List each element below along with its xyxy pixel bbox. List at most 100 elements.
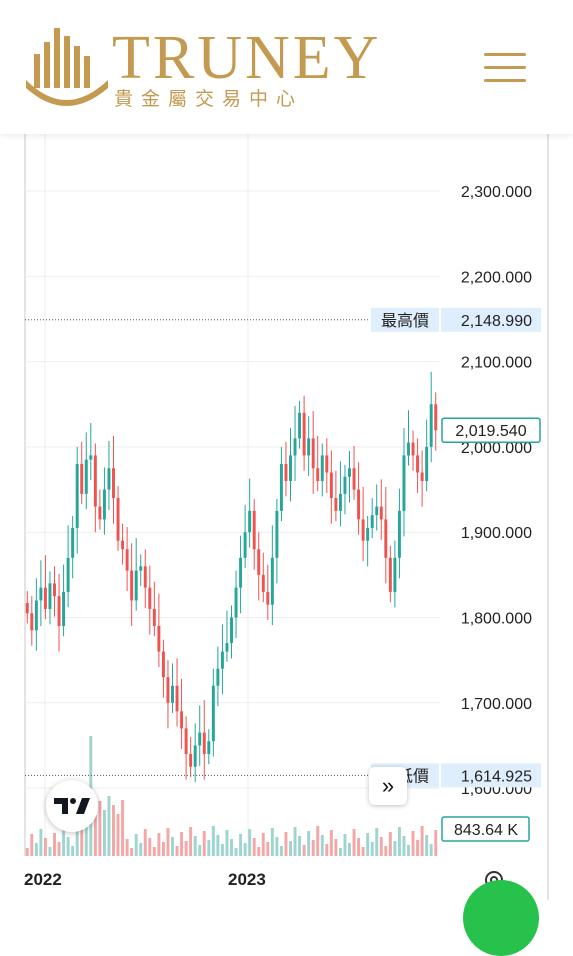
candle-body bbox=[211, 685, 215, 742]
candle-body bbox=[66, 557, 70, 592]
candlestick-chart[interactable]: 2,300.000 2,200.000 2,100.000 2,000.000 1,90… bbox=[0, 134, 573, 900]
candle-body bbox=[48, 583, 52, 609]
candle-body bbox=[384, 519, 388, 558]
volume-bar bbox=[166, 828, 170, 856]
candle-body bbox=[279, 463, 283, 511]
volume-bar bbox=[121, 800, 125, 856]
candle-body bbox=[193, 745, 197, 767]
candle-body bbox=[71, 527, 75, 558]
candle-body bbox=[80, 463, 84, 494]
candle-body bbox=[348, 468, 351, 477]
volume-bar bbox=[261, 833, 265, 856]
candle-body bbox=[307, 438, 311, 456]
candle-body bbox=[207, 741, 211, 754]
last-price-box bbox=[441, 417, 541, 443]
candle-body bbox=[30, 613, 34, 631]
candle-body bbox=[402, 455, 406, 511]
volume-bar bbox=[130, 848, 134, 856]
candle-body bbox=[375, 506, 379, 516]
candle-body bbox=[93, 455, 97, 507]
volume-bar bbox=[180, 832, 184, 856]
candle-body bbox=[180, 711, 184, 729]
candle-body bbox=[289, 455, 292, 482]
last-price-text: 2,019.540 bbox=[455, 423, 526, 440]
candle-body bbox=[107, 468, 111, 490]
candle-body bbox=[230, 617, 233, 644]
volume-bar bbox=[143, 829, 147, 856]
candle-body bbox=[388, 557, 392, 592]
candle-body bbox=[239, 557, 243, 588]
volume-bar bbox=[384, 846, 388, 856]
volume-bar bbox=[98, 801, 102, 856]
candle-body bbox=[293, 438, 297, 456]
hamburger-menu-button[interactable] bbox=[484, 53, 526, 83]
candle-body bbox=[407, 442, 410, 456]
candle-body bbox=[34, 600, 38, 631]
volume-bar bbox=[39, 829, 43, 856]
volume-bar bbox=[393, 841, 397, 856]
site-header: TRUNEY 貴金屬交易中心 bbox=[0, 0, 573, 134]
volume-bar bbox=[25, 848, 29, 856]
volume-bar bbox=[316, 826, 320, 856]
candle-body bbox=[130, 570, 134, 601]
volume-bar bbox=[93, 815, 97, 856]
volume-bar bbox=[220, 844, 224, 856]
volume-bar bbox=[293, 827, 297, 856]
candle-body bbox=[361, 519, 365, 541]
volume-bar bbox=[43, 838, 47, 856]
volume-bar bbox=[397, 827, 401, 856]
volume-value-text: 843.64 K bbox=[454, 822, 518, 839]
chat-fab-button[interactable] bbox=[463, 880, 539, 956]
volume-bar bbox=[80, 811, 84, 856]
volume-bar bbox=[234, 848, 238, 856]
candle-body bbox=[357, 489, 361, 520]
volume-bar bbox=[320, 835, 324, 856]
candle-body bbox=[89, 455, 93, 460]
price-chart[interactable]: 2,300.000 2,200.000 2,100.000 2,000.000 1,90… bbox=[0, 134, 573, 900]
volume-bar bbox=[139, 843, 143, 856]
time-tick-2022: 2022 bbox=[24, 870, 62, 889]
volume-bar bbox=[325, 844, 329, 856]
brand-logo[interactable]: TRUNEY 貴金屬交易中心 bbox=[24, 24, 384, 114]
price-tick-label: 1,700.000 bbox=[461, 696, 532, 713]
candle-body bbox=[252, 510, 256, 550]
candle-body bbox=[189, 753, 193, 767]
candle-body bbox=[220, 651, 224, 669]
candle-body bbox=[370, 515, 374, 528]
volume-bar bbox=[338, 848, 342, 856]
volume-bar bbox=[366, 833, 370, 856]
volume-bar bbox=[207, 840, 211, 856]
tradingview-mark-icon bbox=[54, 798, 90, 814]
volume-bar bbox=[225, 830, 229, 856]
candle-body bbox=[425, 446, 429, 482]
candle-body bbox=[139, 566, 143, 571]
volume-bar bbox=[257, 847, 261, 856]
candle-body bbox=[266, 591, 270, 605]
candle-body bbox=[143, 566, 147, 588]
candle-body bbox=[320, 455, 324, 482]
candle-body bbox=[411, 442, 415, 456]
candle-body bbox=[25, 602, 29, 614]
price-tick-label: 2,300.000 bbox=[461, 184, 532, 201]
volume-bar bbox=[307, 831, 311, 856]
candle-body bbox=[125, 549, 129, 571]
double-chevron-right-icon: » bbox=[381, 773, 395, 798]
volume-bar bbox=[71, 846, 75, 856]
volume-bar bbox=[388, 832, 392, 856]
candle-body bbox=[161, 651, 165, 678]
volume-bar bbox=[161, 842, 165, 856]
tradingview-logo-icon[interactable] bbox=[46, 780, 98, 832]
volume-bar bbox=[112, 805, 115, 856]
brand-subtitle: 貴金屬交易中心 bbox=[114, 88, 304, 110]
scroll-to-latest-button[interactable]: » bbox=[369, 767, 407, 805]
candle-body bbox=[102, 489, 106, 520]
volume-bar bbox=[266, 842, 270, 856]
candle-body bbox=[184, 728, 188, 754]
volume-bar bbox=[239, 834, 243, 856]
volume-bar bbox=[411, 831, 415, 856]
volume-bar bbox=[311, 840, 315, 856]
brand-name: TRUNEY bbox=[112, 24, 382, 92]
volume-bar bbox=[193, 836, 197, 856]
volume-bar bbox=[302, 845, 306, 856]
volume-bar bbox=[57, 842, 61, 856]
